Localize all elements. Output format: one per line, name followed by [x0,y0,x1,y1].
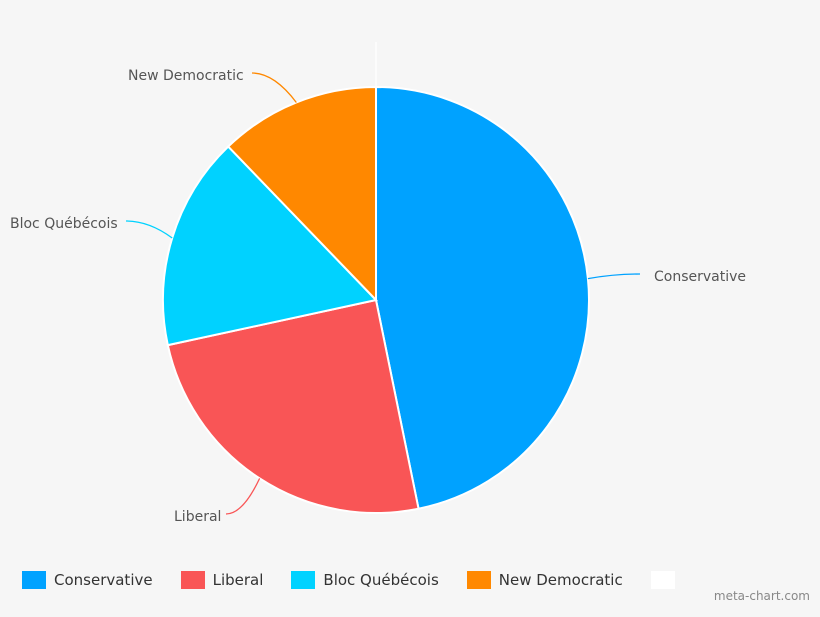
legend-label-bloc-qu-b-cois: Bloc Québécois [323,571,439,589]
pie-slice-conservative[interactable] [375,85,590,510]
pie-slice-liberal[interactable] [166,298,420,514]
slice-label-conservative: Conservative [654,269,746,285]
legend-item-bloc-qu-b-cois[interactable]: Bloc Québécois [291,571,439,589]
leader-line-new-democratic [251,72,297,103]
legend-swatch-blank [650,571,675,589]
legend-label-liberal: Liberal [212,571,264,589]
slice-label-bloc-qu-b-cois: Bloc Québécois [10,216,118,232]
pie-slice-new-democratic[interactable] [226,85,377,303]
legend-item-blank[interactable] [650,571,683,589]
slice-label-liberal: Liberal [174,509,221,525]
legend-swatch-liberal [180,571,205,589]
watermark: meta-chart.com [713,589,810,603]
chart-legend: Conservative Liberal Bloc Québécois New Dem… [22,571,711,589]
legend-swatch-new-democratic [466,571,491,589]
legend-swatch-bloc-qu-b-cois [291,571,316,589]
legend-item-conservative[interactable]: Conservative [22,571,153,589]
legend-swatch-conservative [22,571,46,589]
leader-line-conservative [587,273,641,280]
slice-label-new-democratic: New Democratic [128,68,244,84]
pie-slice-bloc-qu-b-cois[interactable] [162,145,378,347]
leader-line-liberal [225,478,261,515]
pie-chart: Conservative Liberal Bloc Québécois New Dem… [10,68,747,525]
legend-label-conservative: Conservative [54,571,153,589]
legend-item-new-democratic[interactable]: New Democratic [466,571,623,589]
legend-item-liberal[interactable]: Liberal [180,571,264,589]
leader-line-bloc-qu-b-cois [125,220,173,239]
legend-label-new-democratic: New Democratic [498,571,623,589]
